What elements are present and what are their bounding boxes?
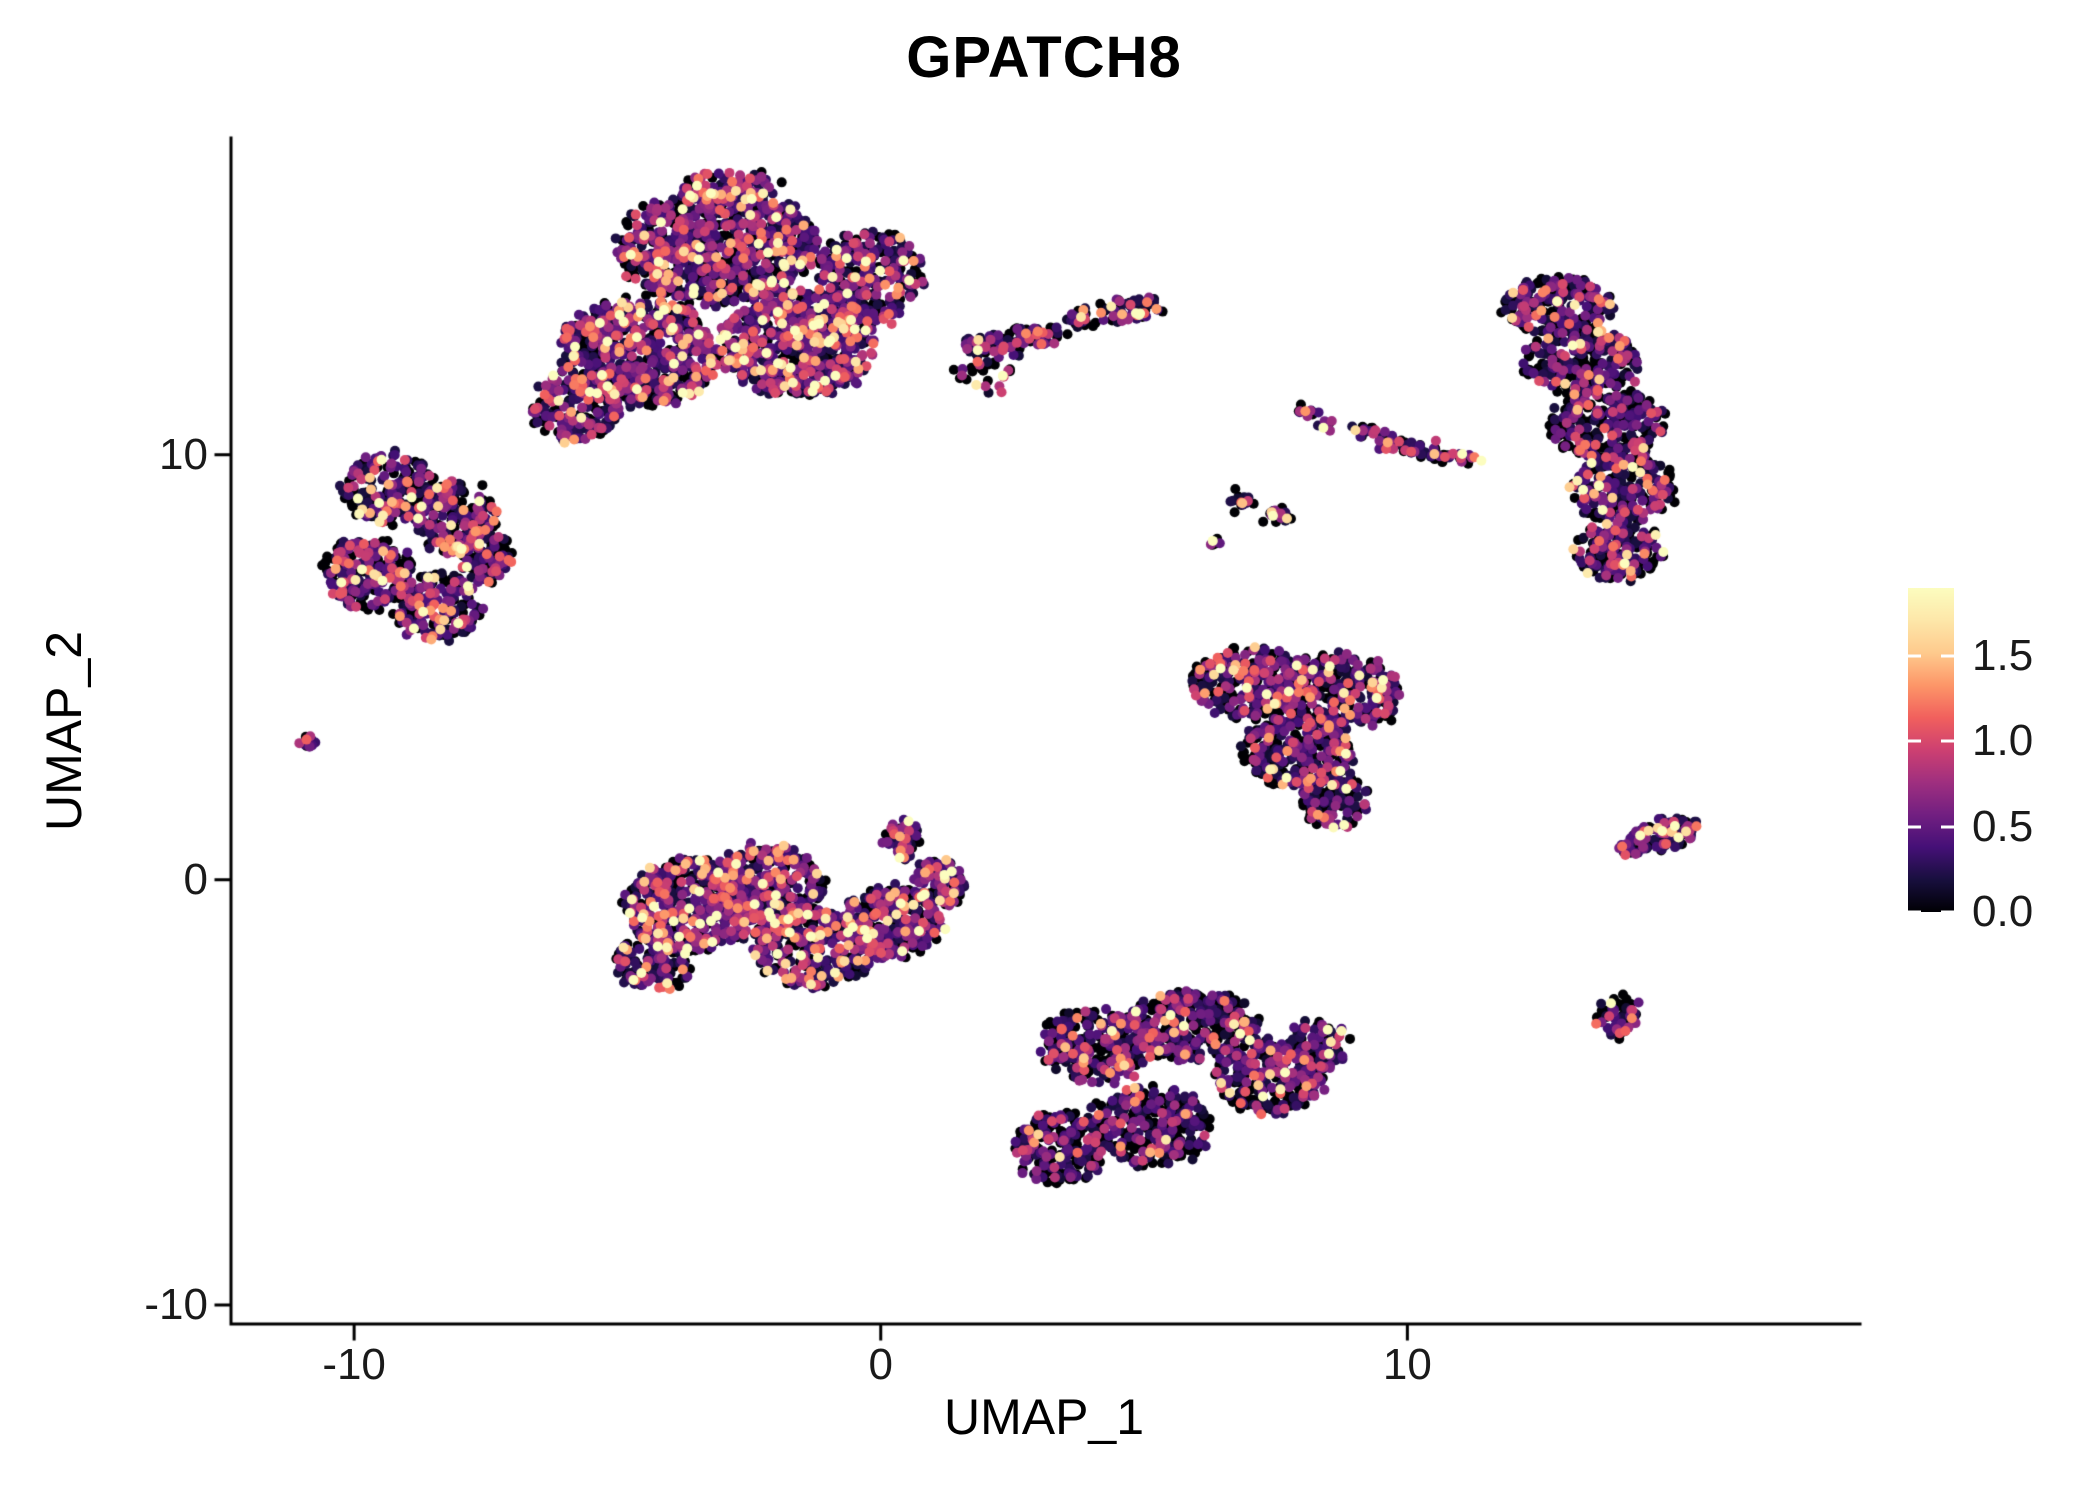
y-tick-label: 0 bbox=[183, 854, 208, 904]
y-tick-label: -10 bbox=[144, 1279, 208, 1329]
y-axis-title: UMAP_2 bbox=[36, 630, 92, 832]
colorbar-tick bbox=[1941, 910, 1954, 914]
colorbar-tick bbox=[1908, 654, 1921, 658]
colorbar-gradient bbox=[1908, 588, 1954, 912]
colorbar-tick-label: 1.5 bbox=[1972, 631, 2034, 681]
x-tick-label: -10 bbox=[322, 1340, 386, 1389]
x-tick-label: 10 bbox=[1382, 1340, 1432, 1389]
colorbar-tick bbox=[1941, 739, 1954, 743]
y-tick-label: 10 bbox=[159, 429, 208, 479]
x-axis-title: UMAP_1 bbox=[943, 1389, 1145, 1445]
colorbar-tick bbox=[1941, 825, 1954, 829]
x-tick-label: 0 bbox=[868, 1340, 893, 1389]
colorbar-tick-label: 1.0 bbox=[1972, 716, 2034, 766]
colorbar-tick bbox=[1941, 654, 1954, 658]
colorbar-legend: 0.0 0.5 1.0 1.5 bbox=[1908, 588, 2033, 936]
colorbar-tick-label: 0.5 bbox=[1972, 801, 2034, 851]
colorbar-tick-label: 0.0 bbox=[1972, 887, 2034, 936]
colorbar-tick bbox=[1908, 825, 1921, 829]
colorbar-tick bbox=[1908, 739, 1921, 743]
chart-title: GPATCH8 bbox=[906, 25, 1182, 90]
colorbar-tick bbox=[1908, 910, 1921, 914]
